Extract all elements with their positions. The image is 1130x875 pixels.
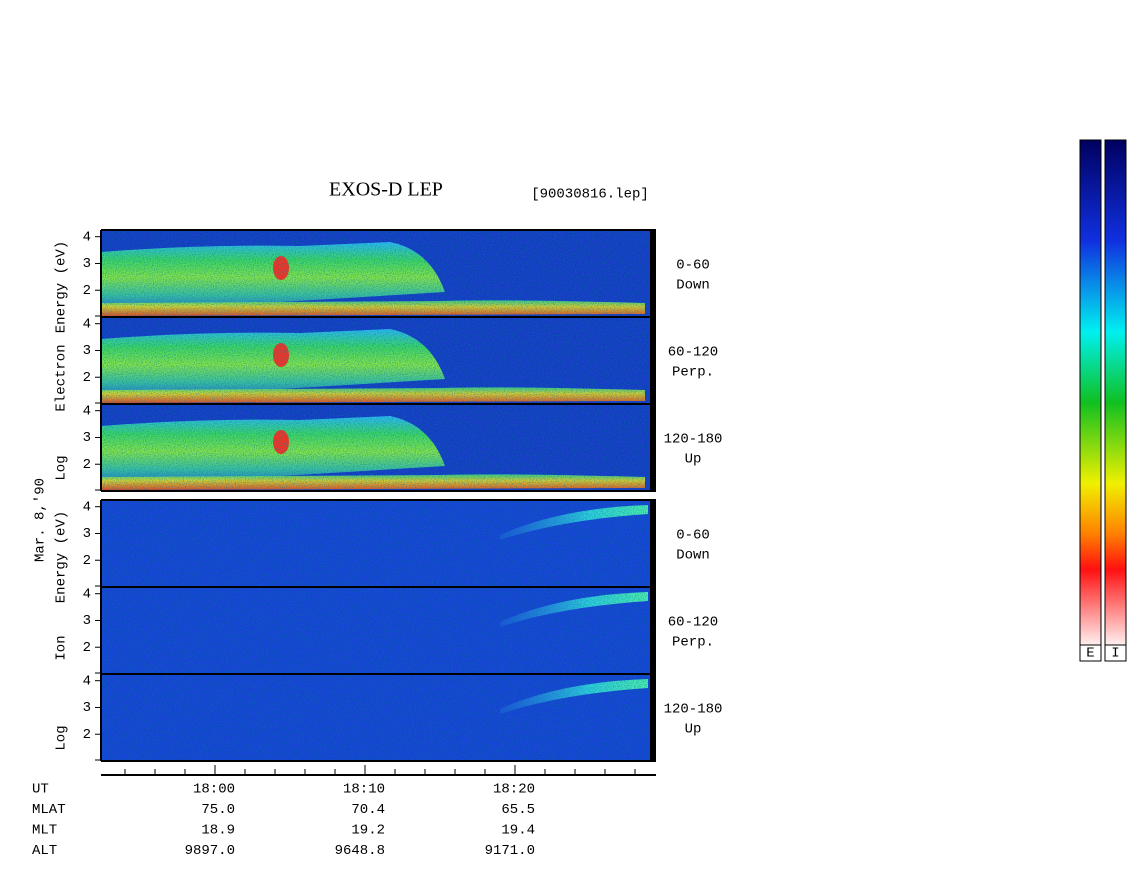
axis-label: Log [54, 455, 70, 480]
noise [101, 317, 650, 404]
noise [101, 674, 650, 761]
panel-direction: Down [676, 548, 710, 564]
panel-range: 60-120 [668, 615, 718, 631]
ephemeris-value: 18:20 [493, 782, 535, 798]
noise [101, 500, 650, 587]
panel-direction: Up [685, 452, 702, 468]
y-tick-label: 2 [83, 727, 91, 743]
edge-strip [650, 587, 656, 674]
y-tick-label: 3 [83, 430, 91, 446]
ephemeris-name: MLT [32, 823, 57, 839]
ephemeris-value: 18:10 [343, 782, 385, 798]
y-tick-label: 4 [83, 673, 91, 689]
colorbar-label: E [1086, 646, 1094, 662]
y-tick-label: 4 [83, 316, 91, 332]
ephemeris-value: 70.4 [351, 802, 385, 818]
panel-range: 120-180 [664, 432, 723, 448]
edge-strip [650, 674, 656, 761]
panel-direction: Perp. [672, 365, 714, 381]
panel-range: 0-60 [676, 258, 710, 274]
noise [101, 230, 650, 317]
title: EXOS-D LEP [329, 179, 443, 201]
colorbar-label-box [1104, 644, 1127, 662]
axis-label: Ion [54, 635, 70, 660]
ephemeris-value: 19.4 [501, 823, 535, 839]
y-tick-label: 2 [83, 283, 91, 299]
axis-label: Electron [54, 344, 70, 411]
y-tick-label: 3 [83, 613, 91, 629]
ephemeris-name: ALT [32, 843, 57, 859]
panel-range: 120-180 [664, 702, 723, 718]
ephemeris-value: 9648.8 [335, 843, 385, 859]
y-tick-label: 2 [83, 640, 91, 656]
panel-direction: Perp. [672, 635, 714, 651]
y-tick-label: 3 [83, 343, 91, 359]
noise [101, 587, 650, 674]
subtitle: [90030816.lep] [531, 187, 649, 203]
colorbar-label-box [1079, 644, 1102, 662]
axis-label: Log [54, 725, 70, 750]
ephemeris-name: UT [32, 782, 49, 798]
y-tick-label: 4 [83, 586, 91, 602]
ephemeris-value: 9897.0 [185, 843, 235, 859]
panel-direction: Up [685, 722, 702, 738]
y-tick-label: 2 [83, 457, 91, 473]
ephemeris-value: 65.5 [501, 802, 535, 818]
axis-label: Energy (eV) [54, 241, 70, 333]
y-tick-label: 4 [83, 229, 91, 245]
y-tick-label: 2 [83, 553, 91, 569]
edge-strip [650, 230, 656, 317]
panel-range: 0-60 [676, 528, 710, 544]
ephemeris-value: 75.0 [201, 802, 235, 818]
edge-strip [650, 404, 656, 491]
ephemeris-value: 18:00 [193, 782, 235, 798]
edge-strip [650, 500, 656, 587]
ephemeris-value: 19.2 [351, 823, 385, 839]
colorbar [1104, 139, 1127, 646]
noise [101, 404, 650, 491]
ephemeris-value: 18.9 [201, 823, 235, 839]
panel-range: 60-120 [668, 345, 718, 361]
panel-direction: Down [676, 278, 710, 294]
y-tick-label: 3 [83, 700, 91, 716]
colorbar-label: I [1111, 646, 1119, 662]
y-tick-label: 4 [83, 499, 91, 515]
y-tick-label: 3 [83, 256, 91, 272]
y-tick-label: 3 [83, 526, 91, 542]
ephemeris-value: 9171.0 [485, 843, 535, 859]
y-tick-label: 4 [83, 403, 91, 419]
colorbar [1079, 139, 1102, 646]
axis-label: Energy (eV) [54, 511, 70, 603]
date: Mar. 8,'90 [33, 478, 49, 562]
y-tick-label: 2 [83, 370, 91, 386]
edge-strip [650, 317, 656, 404]
ephemeris-name: MLAT [32, 802, 66, 818]
